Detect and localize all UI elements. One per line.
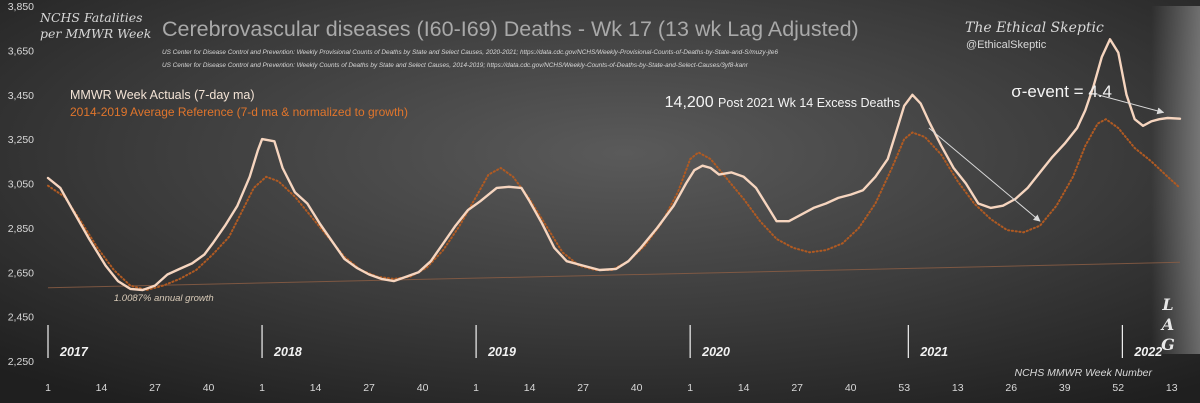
- x-tick-label: 26: [1005, 382, 1017, 394]
- lag-zone: [1151, 6, 1200, 354]
- x-tick-label: 14: [310, 382, 322, 394]
- lag-label: L A G: [1160, 295, 1175, 354]
- growth-reference-line: [47, 261, 1181, 289]
- brand-name: The Ethical Skeptic: [965, 20, 1104, 36]
- x-tick-label: 14: [738, 382, 750, 394]
- source-line-1: US Center for Disease Control and Preven…: [162, 49, 778, 56]
- x-tick-label: 14: [524, 382, 536, 394]
- y-tick-label: 3,850: [8, 1, 34, 13]
- year-label: 2018: [273, 345, 302, 359]
- y-tick-label: 2,250: [8, 356, 34, 368]
- y-tick-label: 3,450: [8, 90, 34, 102]
- x-tick-label: 1: [473, 382, 479, 394]
- x-tick-label: 1: [687, 382, 693, 394]
- y-tick-label: 2,650: [8, 267, 34, 279]
- y-tick-label: 3,050: [8, 179, 34, 191]
- year-label: 2019: [487, 345, 516, 359]
- corner-label-line2: per MMWR Week: [40, 26, 151, 41]
- x-tick-label: 1: [259, 382, 265, 394]
- legend-actual: MMWR Week Actuals (7-day ma): [70, 88, 255, 102]
- x-tick-label: 40: [631, 382, 643, 394]
- x-tick-label: 27: [791, 382, 803, 394]
- x-tick-label: 1: [45, 382, 51, 394]
- annotation-layer: 14,200 Post 2021 Wk 14 Excess Deaths σ-ev…: [114, 82, 1165, 304]
- excess-arrow: [928, 127, 1041, 222]
- year-markers: 2017 2018 2019 2020 2021 2022: [47, 325, 1162, 359]
- sigma-event-annotation: σ-event = 4.4: [1011, 82, 1112, 101]
- y-tick-label: 2,850: [8, 223, 34, 235]
- excess-deaths-annotation: 14,200 Post 2021 Wk 14 Excess Deaths: [665, 94, 900, 111]
- year-label: 2022: [1133, 345, 1162, 359]
- y-tick-label: 3,650: [8, 45, 34, 57]
- series-layer: [46, 38, 1182, 292]
- x-tick-label: 13: [1166, 382, 1178, 394]
- year-label: 2017: [59, 345, 89, 359]
- x-tick-label: 13: [952, 382, 964, 394]
- lag-letter-l: L: [1161, 295, 1173, 314]
- x-tick-label: 14: [96, 382, 108, 394]
- brand-handle: @EthicalSkeptic: [966, 39, 1047, 51]
- year-label: 2020: [701, 345, 730, 359]
- actuals-series-line: [46, 38, 1182, 292]
- chart-title: Cerebrovascular diseases (I60-I69) Death…: [162, 17, 859, 41]
- x-tick-label: 40: [845, 382, 857, 394]
- y-tick-label: 2,450: [8, 312, 34, 324]
- x-axis-label: NCHS MMWR Week Number: [1015, 367, 1153, 379]
- y-tick-label: 3,250: [8, 134, 34, 146]
- corner-label-line1: NCHS Fatalities: [39, 10, 143, 25]
- x-tick-label: 40: [203, 382, 215, 394]
- y-axis: 2,250 2,450 2,650 2,850 3,050 3,250 3,450 3,650…: [8, 1, 34, 368]
- x-tick-label: 40: [417, 382, 429, 394]
- x-tick-label: 27: [149, 382, 161, 394]
- x-tick-label: 27: [577, 382, 589, 394]
- x-tick-label: 53: [898, 382, 910, 394]
- x-tick-label: 39: [1059, 382, 1071, 394]
- lag-letter-a: A: [1160, 315, 1174, 334]
- year-label: 2021: [919, 345, 948, 359]
- source-line-2: US Center for Disease Control and Preven…: [162, 62, 749, 69]
- sigma-arrow: [1097, 94, 1165, 115]
- x-tick-label: 27: [363, 382, 375, 394]
- legend-reference: 2014-2019 Average Reference (7-d ma & no…: [70, 105, 408, 119]
- lag-letter-g: G: [1161, 335, 1175, 354]
- x-tick-label: 52: [1112, 382, 1124, 394]
- x-axis: 1 14 27 40 1 14 27 40 1 14 27 40 1 14 27 40 53 13 26 39 52 13: [45, 382, 1178, 394]
- growth-rate-label: 1.0087% annual growth: [114, 293, 214, 304]
